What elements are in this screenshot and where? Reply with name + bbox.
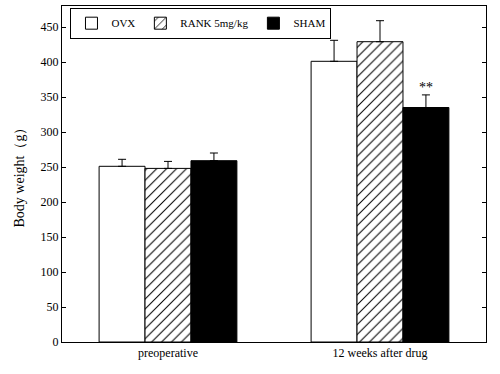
svg-text:200: 200 bbox=[41, 195, 59, 209]
svg-text:OVX: OVX bbox=[111, 17, 135, 29]
svg-text:100: 100 bbox=[41, 265, 59, 279]
svg-text:Body weight（g）: Body weight（g） bbox=[12, 121, 27, 228]
svg-text:12 weeks after drug: 12 weeks after drug bbox=[333, 346, 428, 360]
svg-text:SHAM: SHAM bbox=[293, 17, 325, 29]
svg-text:400: 400 bbox=[41, 55, 59, 69]
svg-text:150: 150 bbox=[41, 230, 59, 244]
svg-text:300: 300 bbox=[41, 125, 59, 139]
svg-text:50: 50 bbox=[47, 300, 59, 314]
svg-text:**: ** bbox=[419, 80, 433, 95]
svg-text:preoperative: preoperative bbox=[138, 346, 198, 360]
svg-text:RANK 5mg/kg: RANK 5mg/kg bbox=[180, 17, 248, 29]
svg-text:250: 250 bbox=[41, 160, 59, 174]
svg-text:350: 350 bbox=[41, 90, 59, 104]
svg-text:0: 0 bbox=[53, 335, 59, 349]
svg-text:450: 450 bbox=[41, 20, 59, 34]
